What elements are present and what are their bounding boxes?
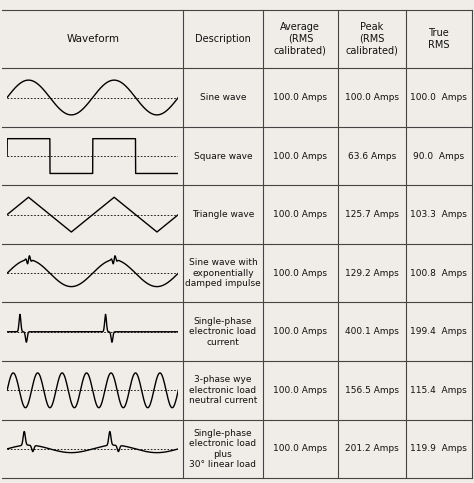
Text: Description: Description	[195, 34, 251, 44]
Text: 100.0  Amps: 100.0 Amps	[410, 93, 467, 102]
Text: 3-phase wye
electronic load
neutral current: 3-phase wye electronic load neutral curr…	[189, 375, 257, 405]
Text: 201.2 Amps: 201.2 Amps	[345, 444, 399, 454]
Text: 100.0 Amps: 100.0 Amps	[273, 210, 328, 219]
Text: 100.0 Amps: 100.0 Amps	[273, 152, 328, 160]
Text: 119.9  Amps: 119.9 Amps	[410, 444, 467, 454]
Text: Square wave: Square wave	[193, 152, 252, 160]
Text: Triangle wave: Triangle wave	[192, 210, 254, 219]
Text: 103.3  Amps: 103.3 Amps	[410, 210, 467, 219]
Text: Single-phase
electronic load
plus
30° linear load: Single-phase electronic load plus 30° li…	[189, 429, 256, 469]
Text: 100.0 Amps: 100.0 Amps	[273, 386, 328, 395]
Text: Peak
(RMS
calibrated): Peak (RMS calibrated)	[346, 22, 398, 56]
Text: 100.0 Amps: 100.0 Amps	[273, 269, 328, 278]
Text: Average
(RMS
calibrated): Average (RMS calibrated)	[274, 22, 327, 56]
Text: Single-phase
electronic load
current: Single-phase electronic load current	[189, 317, 256, 347]
Text: 100.0 Amps: 100.0 Amps	[273, 327, 328, 336]
Text: 90.0  Amps: 90.0 Amps	[413, 152, 465, 160]
Text: True
RMS: True RMS	[428, 28, 449, 50]
Text: 100.0 Amps: 100.0 Amps	[273, 444, 328, 454]
Text: 156.5 Amps: 156.5 Amps	[345, 386, 399, 395]
Text: 100.0 Amps: 100.0 Amps	[273, 93, 328, 102]
Text: 100.0 Amps: 100.0 Amps	[345, 93, 399, 102]
Text: 63.6 Amps: 63.6 Amps	[348, 152, 396, 160]
Text: Sine wave: Sine wave	[200, 93, 246, 102]
Text: 125.7 Amps: 125.7 Amps	[345, 210, 399, 219]
Text: 400.1 Amps: 400.1 Amps	[345, 327, 399, 336]
Text: 199.4  Amps: 199.4 Amps	[410, 327, 467, 336]
Text: 129.2 Amps: 129.2 Amps	[345, 269, 399, 278]
Text: 100.8  Amps: 100.8 Amps	[410, 269, 467, 278]
Text: Sine wave with
exponentially
damped impulse: Sine wave with exponentially damped impu…	[185, 258, 261, 288]
Text: 115.4  Amps: 115.4 Amps	[410, 386, 467, 395]
Text: Waveform: Waveform	[66, 34, 119, 44]
